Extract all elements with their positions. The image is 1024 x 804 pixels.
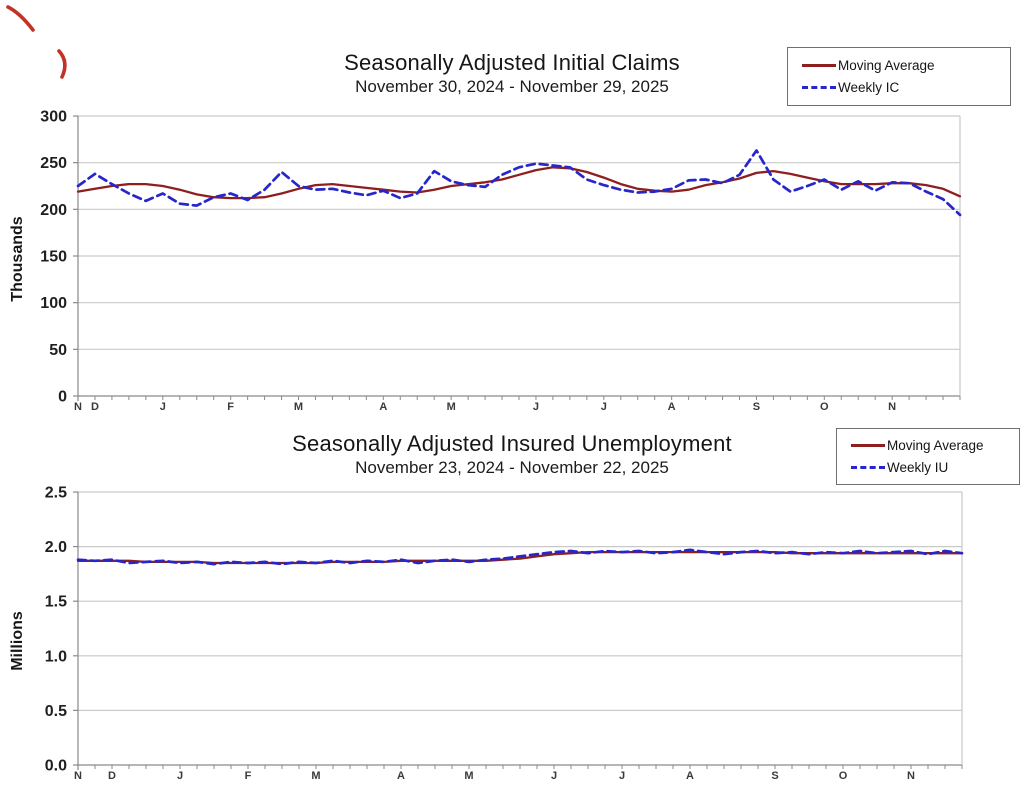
svg-text:O: O <box>839 770 848 782</box>
svg-text:M: M <box>294 401 303 413</box>
svg-text:M: M <box>447 401 456 413</box>
moving-average-line-icon <box>802 64 836 67</box>
svg-text:300: 300 <box>40 109 67 126</box>
svg-text:0.5: 0.5 <box>45 703 67 720</box>
svg-text:J: J <box>619 770 625 782</box>
svg-text:D: D <box>91 401 99 413</box>
svg-text:F: F <box>245 770 252 782</box>
svg-text:50: 50 <box>49 342 67 359</box>
svg-text:200: 200 <box>40 202 67 219</box>
svg-text:M: M <box>464 770 473 782</box>
svg-text:2.0: 2.0 <box>45 539 67 556</box>
initial-claims-title: Seasonally Adjusted Initial Claims <box>344 50 680 75</box>
svg-text:J: J <box>177 770 183 782</box>
svg-text:J: J <box>533 401 539 413</box>
legend-label-moving-average: Moving Average <box>838 58 935 73</box>
legend-item-moving-average: Moving Average <box>851 438 1013 453</box>
initial-claims-subtitle: November 30, 2024 - November 29, 2025 <box>355 77 669 96</box>
svg-text:F: F <box>227 401 234 413</box>
svg-text:J: J <box>551 770 557 782</box>
legend-item-weekly-iu: Weekly IU <box>851 460 1013 475</box>
svg-text:S: S <box>771 770 778 782</box>
svg-text:S: S <box>753 401 760 413</box>
svg-text:J: J <box>601 401 607 413</box>
svg-text:0.0: 0.0 <box>45 758 67 775</box>
insured-unemployment-legend: Moving Average Weekly IU <box>836 428 1020 485</box>
svg-text:N: N <box>74 401 82 413</box>
red-pen-mark-icon <box>6 5 67 79</box>
svg-text:A: A <box>379 401 387 413</box>
svg-text:1.0: 1.0 <box>45 648 67 665</box>
svg-text:N: N <box>888 401 896 413</box>
legend-item-moving-average: Moving Average <box>802 58 1004 73</box>
svg-text:N: N <box>74 770 82 782</box>
svg-text:J: J <box>160 401 166 413</box>
svg-text:100: 100 <box>40 295 67 312</box>
insured-unemployment-subtitle: November 23, 2024 - November 22, 2025 <box>355 458 669 477</box>
legend-label-weekly-ic: Weekly IC <box>838 80 900 95</box>
svg-text:O: O <box>820 401 829 413</box>
svg-text:250: 250 <box>40 155 67 172</box>
svg-text:1.5: 1.5 <box>45 594 67 611</box>
insured-unemployment-plot-area: 0.0 0.5 1.0 1.5 2.0 2.5 N D J F M A M J J A S O N <box>45 485 964 782</box>
weekly-ic-line-icon <box>802 86 836 89</box>
legend-label-moving-average: Moving Average <box>887 438 984 453</box>
legend-label-weekly-iu: Weekly IU <box>887 460 949 475</box>
moving-average-line-icon <box>851 444 885 447</box>
svg-text:A: A <box>397 770 405 782</box>
svg-text:A: A <box>668 401 676 413</box>
initial-claims-legend: Moving Average Weekly IC <box>787 47 1011 106</box>
svg-text:M: M <box>311 770 320 782</box>
svg-text:2.5: 2.5 <box>45 485 67 502</box>
weekly-iu-line-icon <box>851 466 885 469</box>
svg-text:D: D <box>108 770 116 782</box>
svg-text:150: 150 <box>40 249 67 266</box>
svg-text:N: N <box>907 770 915 782</box>
svg-text:A: A <box>686 770 694 782</box>
insured-unemployment-title: Seasonally Adjusted Insured Unemployment <box>292 431 732 456</box>
svg-text:0: 0 <box>58 389 67 406</box>
legend-item-weekly-ic: Weekly IC <box>802 80 1004 95</box>
